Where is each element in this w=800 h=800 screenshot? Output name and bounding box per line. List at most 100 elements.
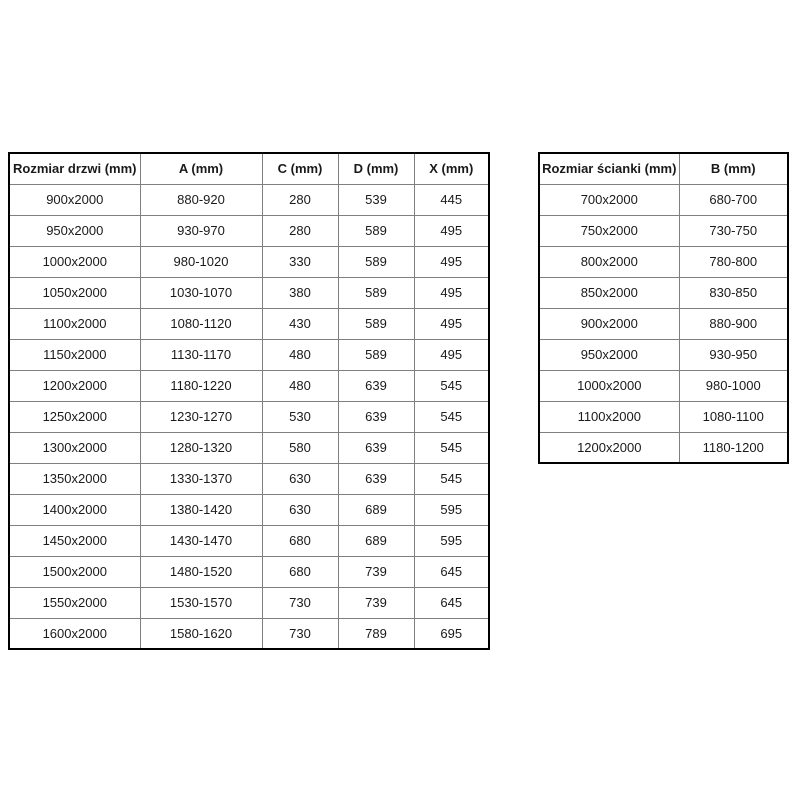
table-cell: 330 [261, 245, 339, 278]
column-header: Rozmiar ścianki (mm) [538, 152, 680, 185]
table-cell: 680 [261, 555, 339, 588]
column-header: D (mm) [337, 152, 415, 185]
table-cell: 1480-1520 [139, 555, 263, 588]
table-cell: 495 [413, 245, 490, 278]
table-cell: 639 [337, 369, 415, 402]
table-cell: 445 [413, 183, 490, 216]
table-cell: 630 [261, 462, 339, 495]
table-cell: 1030-1070 [139, 276, 263, 309]
table-cell: 750x2000 [538, 214, 680, 247]
table-row: 1100x2000 1080-1120 430 589 495 [8, 307, 490, 340]
table-cell: 780-800 [678, 245, 789, 278]
table-cell: 589 [337, 276, 415, 309]
table-row: 950x2000 930-950 [538, 338, 789, 371]
column-header: X (mm) [413, 152, 490, 185]
table-cell: 900x2000 [8, 183, 141, 216]
table-cell: 1550x2000 [8, 586, 141, 619]
table-cell: 739 [337, 586, 415, 619]
table-cell: 639 [337, 400, 415, 433]
table-cell: 1130-1170 [139, 338, 263, 371]
table-cell: 1430-1470 [139, 524, 263, 557]
table-cell: 980-1020 [139, 245, 263, 278]
table-cell: 545 [413, 369, 490, 402]
table-row: 800x2000 780-800 [538, 245, 789, 278]
table-cell: 850x2000 [538, 276, 680, 309]
table-cell: 880-900 [678, 307, 789, 340]
table-cell: 700x2000 [538, 183, 680, 216]
table-cell: 545 [413, 462, 490, 495]
column-header: B (mm) [678, 152, 789, 185]
table-cell: 495 [413, 214, 490, 247]
table-cell: 1280-1320 [139, 431, 263, 464]
table-row: 950x2000 930-970 280 589 495 [8, 214, 490, 247]
table-row: 1350x2000 1330-1370 630 639 545 [8, 462, 490, 495]
table-cell: 639 [337, 462, 415, 495]
table-cell: 1100x2000 [538, 400, 680, 433]
table-cell: 480 [261, 338, 339, 371]
table-cell: 689 [337, 524, 415, 557]
table-cell: 800x2000 [538, 245, 680, 278]
wall-panel-dimensions-table: Rozmiar ścianki (mm) B (mm) 700x2000 680-7… [538, 152, 789, 464]
table-cell: 730-750 [678, 214, 789, 247]
table-cell: 589 [337, 245, 415, 278]
table-cell: 1100x2000 [8, 307, 141, 340]
table-cell: 645 [413, 555, 490, 588]
table-cell: 1150x2000 [8, 338, 141, 371]
table-row: 1500x2000 1480-1520 680 739 645 [8, 555, 490, 588]
table-row: 1550x2000 1530-1570 730 739 645 [8, 586, 490, 619]
table-cell: 545 [413, 400, 490, 433]
table-cell: 900x2000 [538, 307, 680, 340]
table-cell: 1200x2000 [538, 431, 680, 464]
table-row: 1000x2000 980-1020 330 589 495 [8, 245, 490, 278]
table-cell: 1500x2000 [8, 555, 141, 588]
table-cell: 730 [261, 586, 339, 619]
table-cell: 739 [337, 555, 415, 588]
table-cell: 480 [261, 369, 339, 402]
table-cell: 539 [337, 183, 415, 216]
table-row: 1250x2000 1230-1270 530 639 545 [8, 400, 490, 433]
table-cell: 1350x2000 [8, 462, 141, 495]
table-cell: 980-1000 [678, 369, 789, 402]
table-cell: 580 [261, 431, 339, 464]
table-cell: 880-920 [139, 183, 263, 216]
table-row: 850x2000 830-850 [538, 276, 789, 309]
table-cell: 495 [413, 338, 490, 371]
table-cell: 1080-1100 [678, 400, 789, 433]
table-cell: 930-950 [678, 338, 789, 371]
table-cell: 595 [413, 493, 490, 526]
table-cell: 495 [413, 276, 490, 309]
column-header: C (mm) [261, 152, 339, 185]
table-cell: 689 [337, 493, 415, 526]
table-cell: 595 [413, 524, 490, 557]
table-cell: 695 [413, 617, 490, 650]
table-cell: 639 [337, 431, 415, 464]
table-row: 1450x2000 1430-1470 680 689 595 [8, 524, 490, 557]
table-cell: 1300x2000 [8, 431, 141, 464]
table-cell: 680-700 [678, 183, 789, 216]
table-cell: 1000x2000 [8, 245, 141, 278]
table-row: 700x2000 680-700 [538, 183, 789, 216]
column-header: A (mm) [139, 152, 263, 185]
table-cell: 730 [261, 617, 339, 650]
table-cell: 1080-1120 [139, 307, 263, 340]
table-row: 900x2000 880-900 [538, 307, 789, 340]
table-cell: 589 [337, 307, 415, 340]
table-cell: 1330-1370 [139, 462, 263, 495]
table-cell: 280 [261, 214, 339, 247]
table-row: 1050x2000 1030-1070 380 589 495 [8, 276, 490, 309]
table-cell: 645 [413, 586, 490, 619]
table-cell: 789 [337, 617, 415, 650]
table-row: 1600x2000 1580-1620 730 789 695 [8, 617, 490, 650]
table-cell: 530 [261, 400, 339, 433]
table-cell: 680 [261, 524, 339, 557]
table-cell: 1250x2000 [8, 400, 141, 433]
table-cell: 930-970 [139, 214, 263, 247]
table-cell: 1380-1420 [139, 493, 263, 526]
table-row: 1200x2000 1180-1220 480 639 545 [8, 369, 490, 402]
table-cell: 380 [261, 276, 339, 309]
table-cell: 1600x2000 [8, 617, 141, 650]
table-cell: 1180-1200 [678, 431, 789, 464]
table-cell: 950x2000 [8, 214, 141, 247]
table-cell: 1580-1620 [139, 617, 263, 650]
table-cell: 1230-1270 [139, 400, 263, 433]
